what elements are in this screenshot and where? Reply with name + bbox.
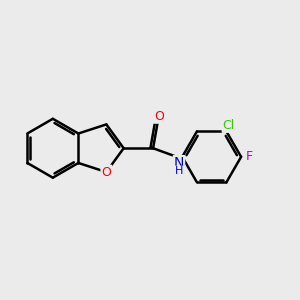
Text: F: F (246, 150, 253, 163)
Text: Cl: Cl (223, 119, 235, 132)
Text: O: O (101, 166, 111, 178)
Text: O: O (154, 110, 164, 123)
Text: N: N (174, 156, 184, 170)
Text: H: H (175, 166, 183, 176)
